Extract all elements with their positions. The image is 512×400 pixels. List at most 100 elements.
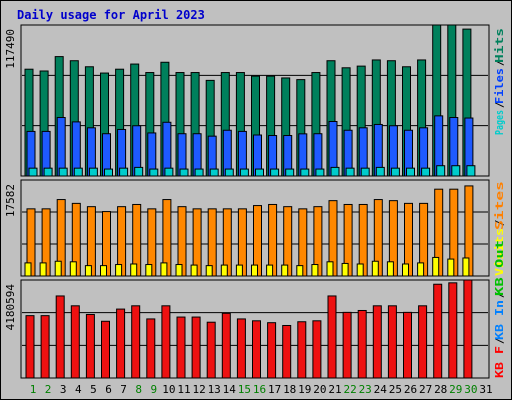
bar-kb-f-16: [252, 320, 261, 379]
x-tick-label-21: 21: [328, 383, 341, 396]
bar-pages-5: [88, 167, 98, 177]
bar-kb-f-17: [267, 322, 277, 379]
bar-pages-7: [119, 167, 129, 177]
x-tick-label-3: 3: [60, 383, 67, 396]
x-tick-label-23: 23: [359, 383, 372, 396]
bar-kb-f-27: [418, 305, 428, 379]
bar-kb-f-10: [161, 305, 171, 379]
bar-visits-11: [175, 264, 183, 277]
bar-visits-7: [115, 264, 123, 277]
bar-kb-f-23: [357, 309, 367, 379]
x-tick-label-8: 8: [135, 383, 142, 396]
bar-pages-14: [224, 168, 234, 177]
bar-kb-f-4: [70, 305, 80, 379]
x-tick-label-22: 22: [343, 383, 356, 396]
bar-pages-21: [330, 166, 340, 177]
bar-visits-1: [24, 262, 32, 277]
bar-kb-f-19: [297, 321, 307, 379]
bar-files-3: [56, 117, 66, 177]
bar-pages-18: [285, 168, 295, 177]
bar-pages-6: [104, 168, 113, 177]
bar-pages-13: [209, 168, 219, 177]
x-tick-label-24: 24: [374, 383, 388, 396]
x-tick-label-15: 15: [238, 383, 251, 396]
bar-pages-24: [375, 166, 385, 177]
bar-kb-f-3: [55, 295, 65, 379]
bar-pages-16: [255, 168, 264, 177]
x-tick-label-31: 31: [479, 383, 492, 396]
x-tick-label-1: 1: [30, 383, 37, 396]
x-tick-label-7: 7: [120, 383, 127, 396]
bar-visits-21: [326, 261, 334, 277]
bar-pages-22: [345, 167, 355, 177]
bar-pages-20: [315, 168, 325, 177]
bar-pages-15: [239, 168, 249, 177]
bar-visits-20: [311, 264, 319, 277]
x-tick-label-27: 27: [419, 383, 432, 396]
y-axis-max-label: 4180594: [4, 284, 17, 331]
bar-kb-f-12: [191, 316, 201, 379]
x-tick-label-16: 16: [253, 383, 266, 396]
legend-pages: Pages: [493, 110, 506, 135]
bar-visits-19: [296, 265, 304, 277]
bar-visits-28: [432, 256, 440, 277]
bar-visits-6: [100, 265, 107, 277]
x-tick-label-26: 26: [404, 383, 417, 396]
bar-kb-f-24: [372, 305, 382, 379]
x-tick-label-28: 28: [434, 383, 447, 396]
x-tick-label-20: 20: [313, 383, 326, 396]
x-tick-label-29: 29: [449, 383, 462, 396]
legend-kb-in: KB In: [493, 300, 506, 340]
x-tick-label-18: 18: [283, 383, 296, 396]
bar-pages-3: [58, 167, 68, 177]
x-tick-label-9: 9: [150, 383, 157, 396]
bar-visits-27: [417, 262, 425, 277]
panel-visits-sites: 17582 Visits /Sites: [4, 179, 506, 277]
bar-visits-25: [386, 261, 394, 277]
bar-pages-12: [194, 168, 204, 177]
x-tick-label-17: 17: [268, 383, 281, 396]
bar-kb-f-1: [25, 315, 35, 379]
bar-kb-f-21: [327, 295, 337, 379]
x-tick-label-6: 6: [105, 383, 112, 396]
x-tick-label-30: 30: [464, 383, 477, 396]
x-tick-label-11: 11: [177, 383, 190, 396]
bar-pages-19: [300, 168, 310, 177]
bar-kb-f-2: [40, 315, 50, 379]
x-axis-labels: 1 2 3 4 5 6 7 8 9 10 11 12 13 14 15 16 17 18 19 20 21 22 23 24 2…: [30, 383, 493, 396]
bar-kb-f-14: [221, 312, 231, 379]
bar-visits-13: [205, 265, 213, 277]
bar-kb-f-30: [463, 279, 473, 379]
x-tick-label-14: 14: [223, 383, 237, 396]
bar-kb-f-29: [448, 282, 458, 379]
bar-kb-f-20: [312, 320, 322, 379]
bar-kb-f-28: [433, 283, 443, 379]
bar-pages-17: [270, 168, 280, 177]
x-tick-label-2: 2: [45, 383, 52, 396]
bar-kb-f-8: [131, 305, 141, 379]
bar-kb-f-11: [176, 316, 186, 379]
legend-kb-f: KB F: [493, 346, 506, 378]
bar-visits-23: [356, 263, 364, 277]
bar-pages-10: [164, 167, 174, 177]
bar-pages-30: [466, 165, 476, 177]
x-tick-label-5: 5: [90, 383, 97, 396]
bar-visits-22: [341, 262, 349, 277]
bar-visits-4: [69, 261, 77, 277]
bar-kb-f-5: [85, 313, 95, 379]
bar-visits-17: [266, 264, 274, 277]
bar-pages-26: [406, 167, 415, 177]
bar-kb-f-6: [101, 320, 110, 379]
x-tick-label-25: 25: [389, 383, 402, 396]
bar-visits-26: [402, 263, 409, 277]
bar-visits-16: [251, 264, 258, 277]
bar-pages-9: [149, 168, 159, 177]
bar-pages-1: [28, 167, 38, 177]
bar-pages-28: [436, 165, 446, 177]
bar-visits-24: [371, 260, 379, 277]
x-tick-label-4: 4: [75, 383, 82, 396]
bar-visits-18: [281, 264, 289, 277]
